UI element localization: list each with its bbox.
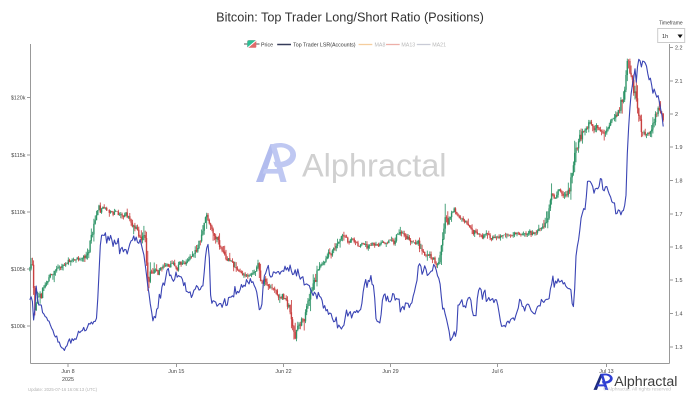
svg-text:2.1: 2.1 [675,79,683,85]
svg-text:MA13: MA13 [401,42,415,48]
svg-text:Top Trader LSR(Accounts): Top Trader LSR(Accounts) [293,42,356,48]
svg-text:1.9: 1.9 [675,145,683,151]
svg-text:Jun 8: Jun 8 [61,369,74,375]
svg-text:Timeframe: Timeframe [659,21,683,27]
svg-text:MA21: MA21 [432,42,446,48]
svg-text:Jul 6: Jul 6 [492,369,503,375]
svg-text:1.5: 1.5 [675,278,683,284]
svg-text:1.3: 1.3 [675,345,683,351]
svg-text:$115k: $115k [11,153,26,159]
svg-text:Jun 29: Jun 29 [382,369,398,375]
svg-text:Jul 13: Jul 13 [599,369,613,375]
svg-text:1.6: 1.6 [675,245,683,251]
svg-text:© Alphractal. All rights reser: © Alphractal. All rights reserved [603,385,671,392]
svg-text:1.4: 1.4 [675,312,683,318]
svg-text:2025: 2025 [62,377,74,383]
svg-text:MA8: MA8 [375,42,386,48]
svg-text:$120k: $120k [11,96,26,102]
svg-text:Price: Price [261,42,273,48]
svg-text:1h: 1h [662,34,668,40]
svg-text:$100k: $100k [11,324,26,330]
svg-text:$110k: $110k [11,210,26,216]
svg-text:1.7: 1.7 [675,212,683,218]
svg-text:$105k: $105k [11,267,26,273]
svg-text:2: 2 [675,112,678,118]
svg-text:Jun 22: Jun 22 [275,369,291,375]
svg-text:Alphractal: Alphractal [302,148,447,184]
svg-text:Update: 2025-07-16 16:06:13 (U: Update: 2025-07-16 16:06:13 (UTC) [28,387,98,392]
svg-text:1.8: 1.8 [675,179,683,185]
svg-text:Alphractal: Alphractal [614,374,677,390]
svg-text:Bitcoin: Top Trader Long/Short: Bitcoin: Top Trader Long/Short Ratio (Po… [216,10,484,24]
svg-text:Jun 15: Jun 15 [168,369,184,375]
svg-text:2.2: 2.2 [675,46,683,52]
